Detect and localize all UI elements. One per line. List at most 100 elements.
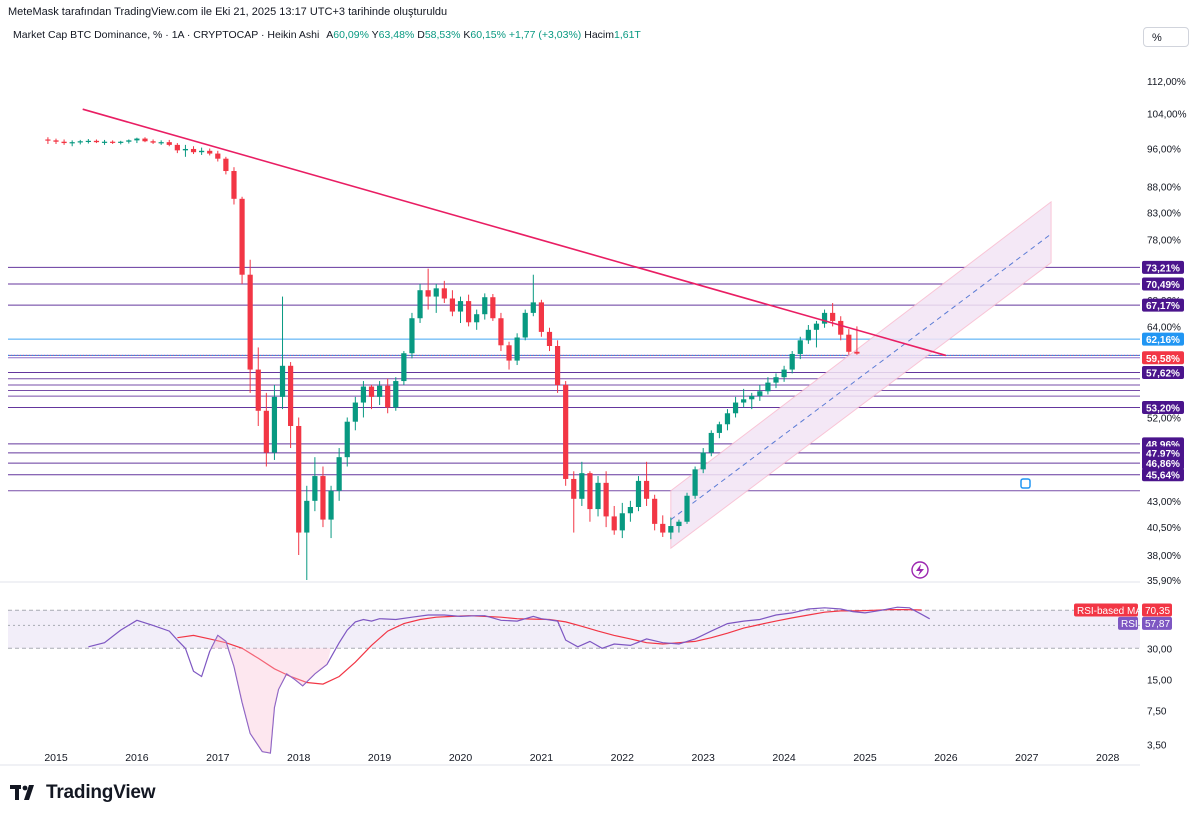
candle <box>465 294 472 327</box>
candle <box>223 156 229 175</box>
candle <box>821 309 828 328</box>
candle-body <box>360 386 367 403</box>
candle <box>296 417 302 556</box>
candle <box>53 138 59 144</box>
open-label: A <box>326 29 334 41</box>
low-value: 58,53% <box>424 29 461 41</box>
candle <box>288 362 294 449</box>
candle-body <box>377 385 383 397</box>
svg-text:RSI: RSI <box>1121 619 1138 630</box>
candle-body <box>482 297 488 315</box>
candle-body <box>409 318 415 354</box>
candle-body <box>465 301 472 323</box>
candle <box>684 492 690 524</box>
candle <box>239 196 245 284</box>
candle-body <box>757 391 763 397</box>
candle-body <box>789 353 795 370</box>
candle-body <box>522 312 528 338</box>
y-axis-tick-label: 64,00% <box>1147 322 1181 333</box>
candle-body <box>538 302 544 332</box>
price-level-badge: 45,64% <box>1142 468 1184 482</box>
candle-body <box>676 521 682 527</box>
candle-body <box>449 298 456 312</box>
candle-body <box>239 198 245 275</box>
candle-body <box>635 480 642 507</box>
candle <box>757 384 763 401</box>
svg-text:73,21%: 73,21% <box>1146 263 1180 274</box>
candle <box>69 140 75 147</box>
candle-body <box>708 432 714 453</box>
x-axis-tick-label: 2021 <box>530 752 554 764</box>
candle <box>158 140 164 145</box>
candle-body <box>328 490 334 520</box>
candle-body <box>158 142 164 144</box>
candle-body <box>279 365 286 397</box>
volume-label: Hacim <box>584 29 614 41</box>
svg-text:57,62%: 57,62% <box>1146 368 1180 379</box>
candle-body <box>247 274 253 370</box>
candle <box>490 294 496 321</box>
candle <box>854 326 860 355</box>
candle <box>635 476 642 512</box>
candle-body <box>393 381 399 408</box>
candle-body <box>441 288 447 299</box>
candle-body <box>190 148 197 153</box>
y-axis-tick-label: 88,00% <box>1147 183 1181 194</box>
candle <box>271 384 278 460</box>
candle <box>765 377 771 395</box>
lightning-icon <box>911 561 929 579</box>
candle <box>377 381 383 405</box>
candle <box>692 466 698 499</box>
candle <box>441 280 447 304</box>
candle-body <box>53 140 59 142</box>
candle <box>304 485 310 580</box>
price-level-badge: 62,16% <box>1142 332 1184 346</box>
svg-text:70,35: 70,35 <box>1145 606 1170 617</box>
candle-body <box>554 346 561 385</box>
candle <box>700 448 706 474</box>
svg-text:47,97%: 47,97% <box>1146 449 1180 460</box>
candle-body <box>660 523 666 533</box>
candle-body <box>174 144 180 151</box>
x-axis-tick-label: 2022 <box>611 752 635 764</box>
candle <box>263 392 269 467</box>
candle <box>101 139 108 145</box>
candle <box>668 517 674 540</box>
attribution: MeteMask tarafından TradingView.com ile … <box>8 6 448 18</box>
candle <box>409 312 415 359</box>
candle-body <box>304 500 310 533</box>
candle-body <box>182 148 189 151</box>
candle-body <box>69 142 75 144</box>
candle <box>336 448 342 501</box>
candle-body <box>579 473 585 499</box>
candle <box>676 519 682 533</box>
candle <box>603 471 609 528</box>
x-axis-tick-label: 2024 <box>772 752 796 764</box>
candle <box>85 139 91 144</box>
candle <box>93 139 100 144</box>
candle-body <box>611 516 617 531</box>
svg-text:62,16%: 62,16% <box>1146 335 1180 346</box>
regression-channel <box>670 200 1052 550</box>
candle-body <box>118 141 124 143</box>
rsi-axis-tick-label: 30,00 <box>1147 644 1172 655</box>
channel-median-line <box>670 233 1052 520</box>
candle-body <box>563 384 569 479</box>
candle-body <box>101 141 108 143</box>
candle <box>652 494 658 531</box>
scale-mode-button[interactable]: % <box>1143 27 1189 47</box>
candle-body <box>603 482 609 517</box>
candle <box>514 333 520 366</box>
candle-body <box>571 478 577 499</box>
candle <box>142 137 148 143</box>
price-level-badge: 67,17% <box>1142 298 1184 312</box>
tradingview-logo-icon <box>10 785 34 800</box>
candle-body <box>385 385 391 408</box>
svg-text:48,96%: 48,96% <box>1146 440 1180 451</box>
candle <box>797 336 803 360</box>
rsi-axis-tick-label: 3,50 <box>1147 741 1167 752</box>
candle <box>789 351 795 374</box>
candle <box>425 268 431 310</box>
candle-body <box>846 334 852 352</box>
